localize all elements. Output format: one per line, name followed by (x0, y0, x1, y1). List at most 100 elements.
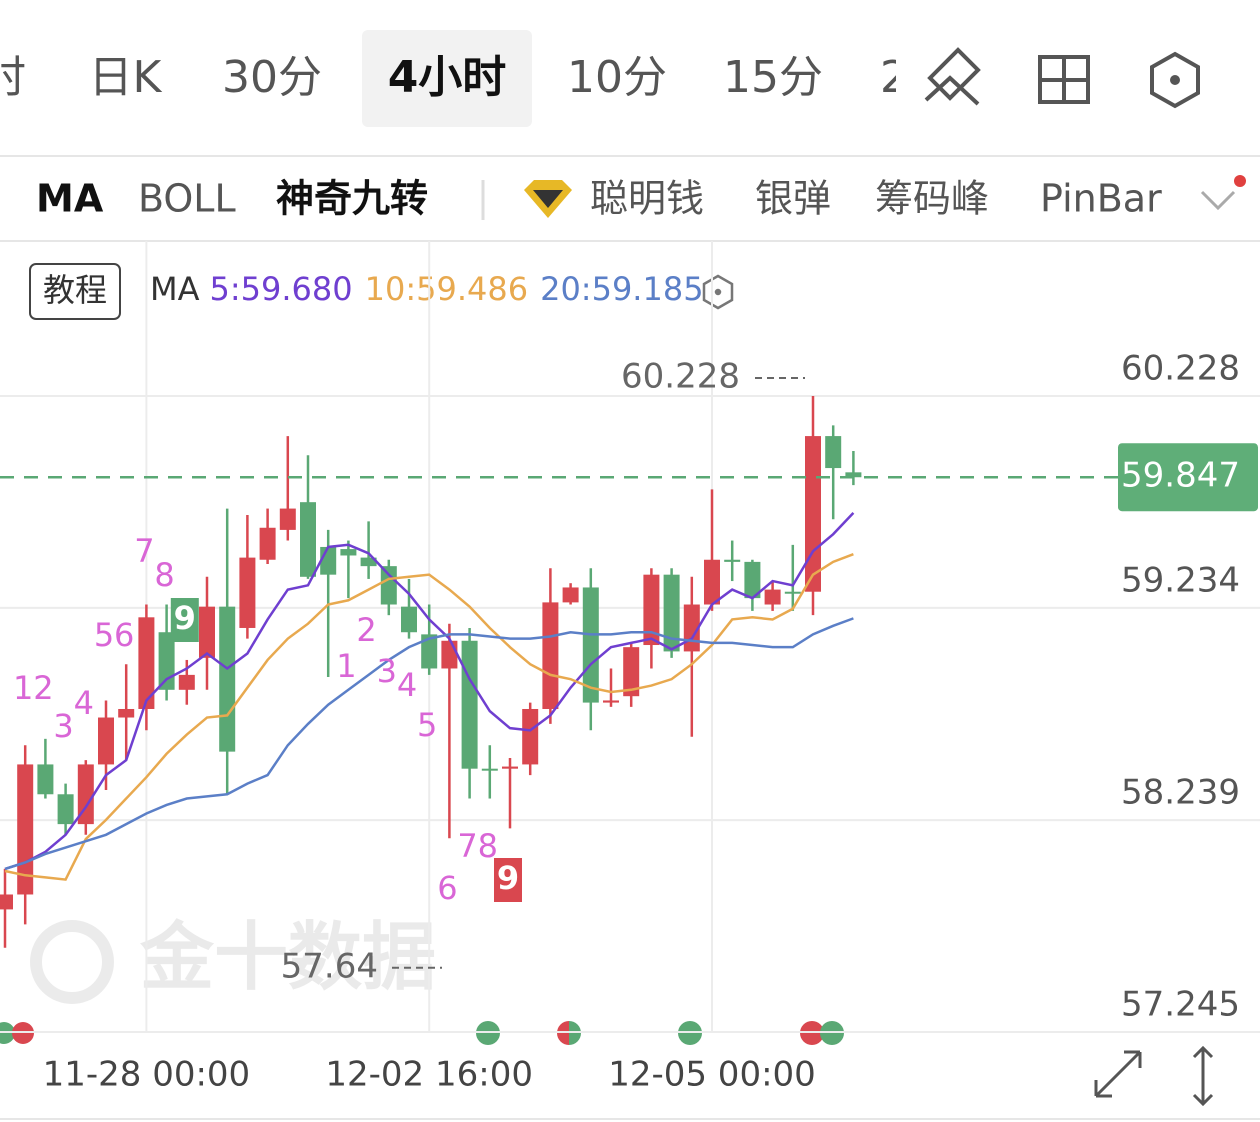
candle-body (845, 472, 862, 478)
x-tick-label: 12-02 16:00 (325, 1055, 533, 1095)
tab[interactable]: 2 (880, 52, 908, 103)
candle-body (825, 436, 842, 469)
candle-body (623, 647, 640, 697)
nine-turn-label: 5 (417, 706, 437, 744)
candle-body (704, 559, 720, 605)
layout-icon[interactable] (1038, 55, 1090, 104)
expand-icon[interactable] (1200, 190, 1236, 211)
candle-body (259, 527, 276, 560)
legend-entry: 20:59.185 (540, 270, 703, 308)
nine-turn-label: 8 (154, 556, 174, 594)
indicator[interactable]: MA (36, 177, 104, 221)
candle-body (724, 559, 741, 562)
nine-turn-label: 9 (174, 599, 196, 637)
candle-body (744, 561, 761, 599)
max-annotation: 60.228 (621, 357, 740, 397)
candle-body (542, 602, 559, 709)
nine-turn-label: 5 (94, 616, 114, 654)
candle-body (603, 700, 619, 703)
watermark-text: 金十数据 (140, 915, 436, 1001)
indicator[interactable]: 神奇九转 (276, 177, 428, 221)
candles (0, 396, 862, 948)
legend-entry: 10:59.486 (365, 270, 528, 308)
indicator[interactable]: 聪明钱 (590, 177, 704, 221)
indicator[interactable]: PinBar (1040, 177, 1162, 221)
candle-body (300, 502, 316, 577)
candle-body (138, 617, 155, 709)
nine-turn-label: 8 (478, 827, 498, 865)
selected-tab-bg (362, 30, 532, 127)
x-tick-label: 12-05 00:00 (608, 1055, 816, 1095)
nine-turn-box (170, 598, 199, 642)
y-tick-label: 57.245 (1121, 985, 1240, 1025)
ma-line (4, 511, 855, 871)
candle-body (219, 606, 236, 752)
tab[interactable]: 日K (89, 52, 163, 103)
tutorial-label[interactable]: 教程 (43, 271, 107, 309)
y-tick-label: 58.239 (1121, 773, 1240, 813)
nine-turn-label: 3 (377, 652, 397, 690)
nine-turn-label: 4 (74, 684, 94, 722)
tab-selected[interactable]: 4小时 (388, 52, 507, 103)
candle-body (805, 436, 821, 592)
candle-body (77, 764, 94, 825)
fullscreen-icon[interactable] (1094, 1050, 1142, 1098)
current-price-label: 59.847 (1121, 456, 1240, 496)
vertical-scale-icon[interactable] (1192, 1045, 1214, 1107)
signal-dots (0, 1021, 844, 1045)
candle-body (98, 717, 114, 765)
candle-body (0, 894, 13, 910)
legend-indicator: MA (150, 270, 200, 308)
nine-turn-label: 7 (457, 827, 477, 865)
nine-turn-label: 6 (114, 616, 134, 654)
y-tick-label: 60.228 (1121, 349, 1240, 389)
candle-body (401, 606, 417, 633)
candle-body (643, 574, 660, 646)
ma-line (4, 553, 854, 881)
tutorial-button[interactable] (29, 263, 121, 320)
legend-entry: 5:59.680 (210, 270, 353, 308)
indicator[interactable]: 筹码峰 (875, 177, 989, 221)
candle-body (582, 587, 599, 703)
tab[interactable]: 15分 (723, 52, 823, 103)
settings-icon[interactable] (1150, 51, 1200, 109)
nine-turn-label: 3 (53, 707, 73, 745)
x-tick-label: 11-28 00:00 (43, 1055, 251, 1095)
candle-body (320, 546, 337, 575)
candle-body (360, 557, 377, 567)
candle-body (199, 606, 215, 658)
nine-turn-label: 1 (336, 647, 356, 685)
ma-legend: MA 5:59.680 10:59.486 20:59.185 (150, 270, 704, 308)
candle-body (562, 587, 579, 603)
candle-body (37, 764, 54, 795)
candle-body (239, 557, 256, 628)
current-price-tag (1118, 443, 1258, 512)
nine-turn-label: 7 (134, 532, 154, 570)
tab[interactable]: 10分 (567, 52, 667, 103)
candle-body (340, 549, 357, 556)
ma-settings-icon[interactable] (702, 274, 734, 310)
tab[interactable]: 30分 (222, 52, 322, 103)
nine-turn-label: 2 (33, 669, 53, 707)
candle-body (178, 674, 195, 690)
nine-turn-label: 9 (497, 859, 519, 897)
y-tick-label: 59.234 (1121, 560, 1240, 600)
candle-body (158, 632, 175, 690)
watermark: 金十数据 (30, 915, 436, 1004)
ma-line (4, 617, 854, 871)
clip: 2 (880, 52, 908, 103)
draw-icon[interactable] (924, 47, 981, 106)
candle-body (784, 591, 801, 594)
badge-dot (1234, 175, 1246, 187)
nine-turn-box (494, 858, 522, 902)
candle-body (441, 640, 458, 669)
nine-turn-label: 6 (437, 869, 457, 907)
candle-body (461, 640, 478, 769)
diamond-icon (524, 180, 572, 218)
candle-body (663, 574, 680, 652)
indicator[interactable]: BOLL (138, 177, 236, 221)
indicator[interactable]: 银弹 (755, 177, 831, 221)
tab[interactable]: 时 (0, 52, 26, 103)
candle-body (502, 766, 518, 769)
